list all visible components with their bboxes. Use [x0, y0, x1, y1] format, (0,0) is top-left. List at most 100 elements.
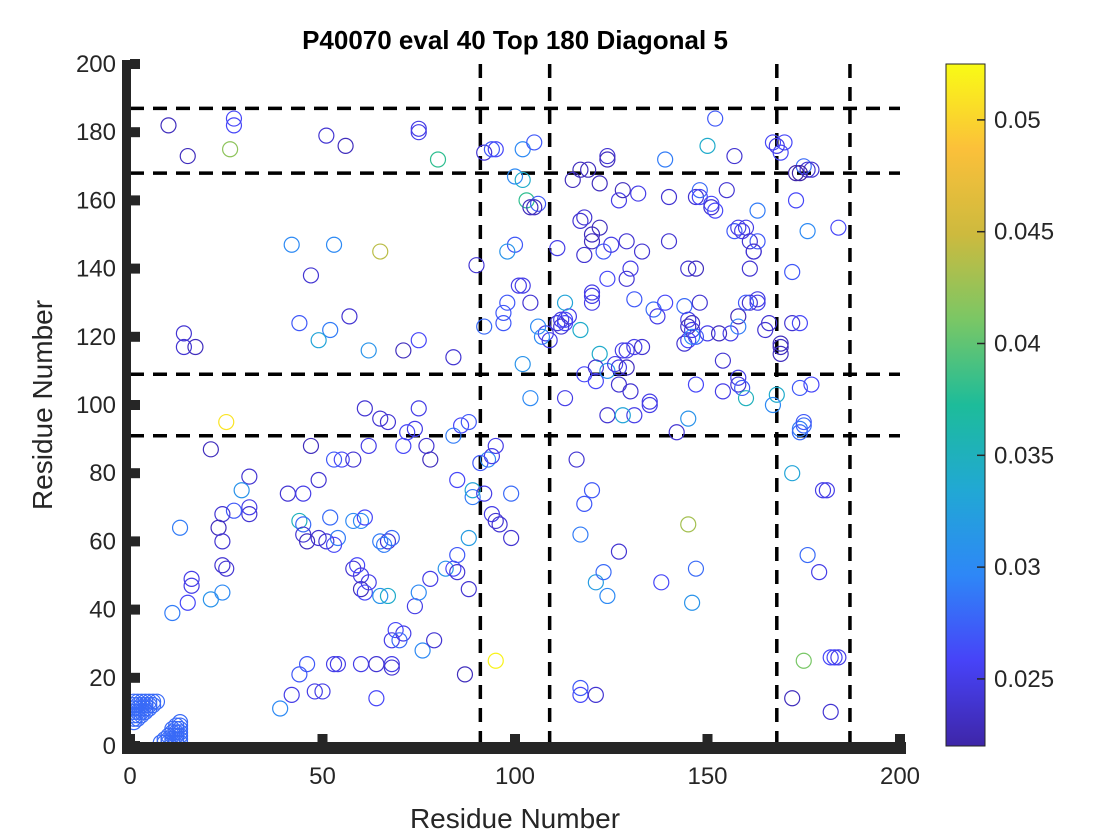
contact-point [460, 529, 477, 547]
contact-point [830, 219, 847, 236]
contact-point [749, 294, 766, 311]
contact-point [495, 304, 512, 322]
contact-point [325, 236, 343, 253]
plot-area: 0 50 100 150 200 0 20 40 60 80 100 120 140 160 180 200 [76, 51, 920, 790]
contact-point [660, 233, 678, 250]
contact-point [683, 594, 701, 611]
contact-point [349, 557, 366, 574]
y-tick-label: 140 [76, 256, 116, 283]
contact-point [768, 137, 785, 154]
contact-point [795, 417, 812, 434]
contact-point [429, 151, 447, 168]
contact-point [314, 683, 331, 700]
contact-point [372, 587, 389, 605]
chart-title: P40070 eval 40 Top 180 Diagonal 5 [302, 25, 728, 55]
contact-point [768, 386, 785, 403]
contact-point [241, 468, 258, 485]
contact-point [764, 396, 782, 414]
y-tick-label: 200 [76, 51, 116, 78]
contact-point [710, 325, 728, 342]
contact-point [291, 666, 308, 683]
contact-point [730, 376, 747, 393]
contact-point [741, 260, 758, 277]
contact-point [726, 147, 743, 165]
contact-point [302, 267, 320, 284]
contact-point [726, 222, 743, 240]
contact-point [514, 171, 531, 189]
colorbar-tick-label: 0.05 [994, 107, 1041, 134]
contact-point [318, 533, 335, 550]
contact-point [772, 345, 789, 362]
contact-point [379, 533, 397, 550]
contact-point [283, 236, 300, 253]
y-tick-mark [130, 127, 140, 138]
contact-point [453, 417, 470, 434]
contact-point [310, 529, 327, 547]
y-tick-mark [130, 59, 140, 69]
contact-point [614, 182, 631, 199]
contact-point [325, 656, 343, 673]
contact-point [795, 413, 812, 431]
contact-point [302, 437, 320, 455]
colorbar-tick-label: 0.025 [994, 666, 1054, 693]
contact-point [175, 325, 192, 342]
x-tick-mark [317, 734, 328, 744]
contact-point [399, 424, 416, 441]
contact-point [603, 236, 620, 253]
contact-point [476, 144, 493, 161]
contact-point [283, 686, 300, 703]
contact-point [241, 499, 258, 516]
contact-point [410, 124, 427, 141]
contact-point [383, 656, 400, 673]
contact-point [764, 134, 782, 151]
contact-point [795, 652, 812, 669]
contact-point [483, 141, 500, 158]
contact-point [503, 529, 520, 547]
contact-point [487, 512, 504, 530]
contact-point [337, 137, 354, 154]
contact-point [495, 315, 512, 332]
contact-point [383, 529, 400, 547]
contact-point [179, 147, 196, 165]
contact-point [225, 117, 243, 134]
contact-point [649, 308, 666, 325]
contact-point [171, 714, 189, 731]
colorbar-tick-label: 0.03 [994, 554, 1041, 581]
colorbar: 0.025 0.03 0.035 0.04 0.045 0.05 [945, 63, 1054, 747]
contact-point [553, 318, 570, 335]
contact-point [730, 369, 747, 386]
contact-point [164, 604, 181, 622]
contact-point [572, 526, 589, 543]
contact-point [610, 376, 628, 393]
contact-point [699, 137, 716, 154]
contact-point [325, 451, 343, 468]
y-tick-mark [130, 468, 140, 479]
contact-point [479, 451, 497, 468]
contact-point [618, 233, 635, 250]
contact-point [799, 546, 816, 564]
contact-point [333, 451, 350, 468]
contact-point [633, 338, 651, 356]
y-axis-label: Residue Number [27, 300, 58, 510]
contact-point [572, 212, 589, 229]
contact-point [395, 342, 412, 359]
contact-point [202, 441, 219, 458]
y-tick-mark [130, 604, 140, 615]
contact-point [741, 233, 758, 250]
contact-point [618, 342, 635, 359]
colorbar-tick-label: 0.04 [994, 331, 1041, 358]
contact-point [372, 410, 389, 427]
contact-point [410, 120, 427, 137]
contact-point [506, 168, 524, 185]
contact-point [460, 413, 477, 431]
contact-point [614, 407, 631, 424]
contact-point [772, 335, 789, 352]
y-tick-mark [130, 400, 140, 410]
contact-point [784, 263, 801, 281]
contact-point [553, 311, 570, 328]
contact-point [703, 199, 720, 216]
x-tick-label: 200 [880, 763, 920, 790]
contact-point [606, 355, 624, 373]
contact-point [614, 342, 631, 359]
